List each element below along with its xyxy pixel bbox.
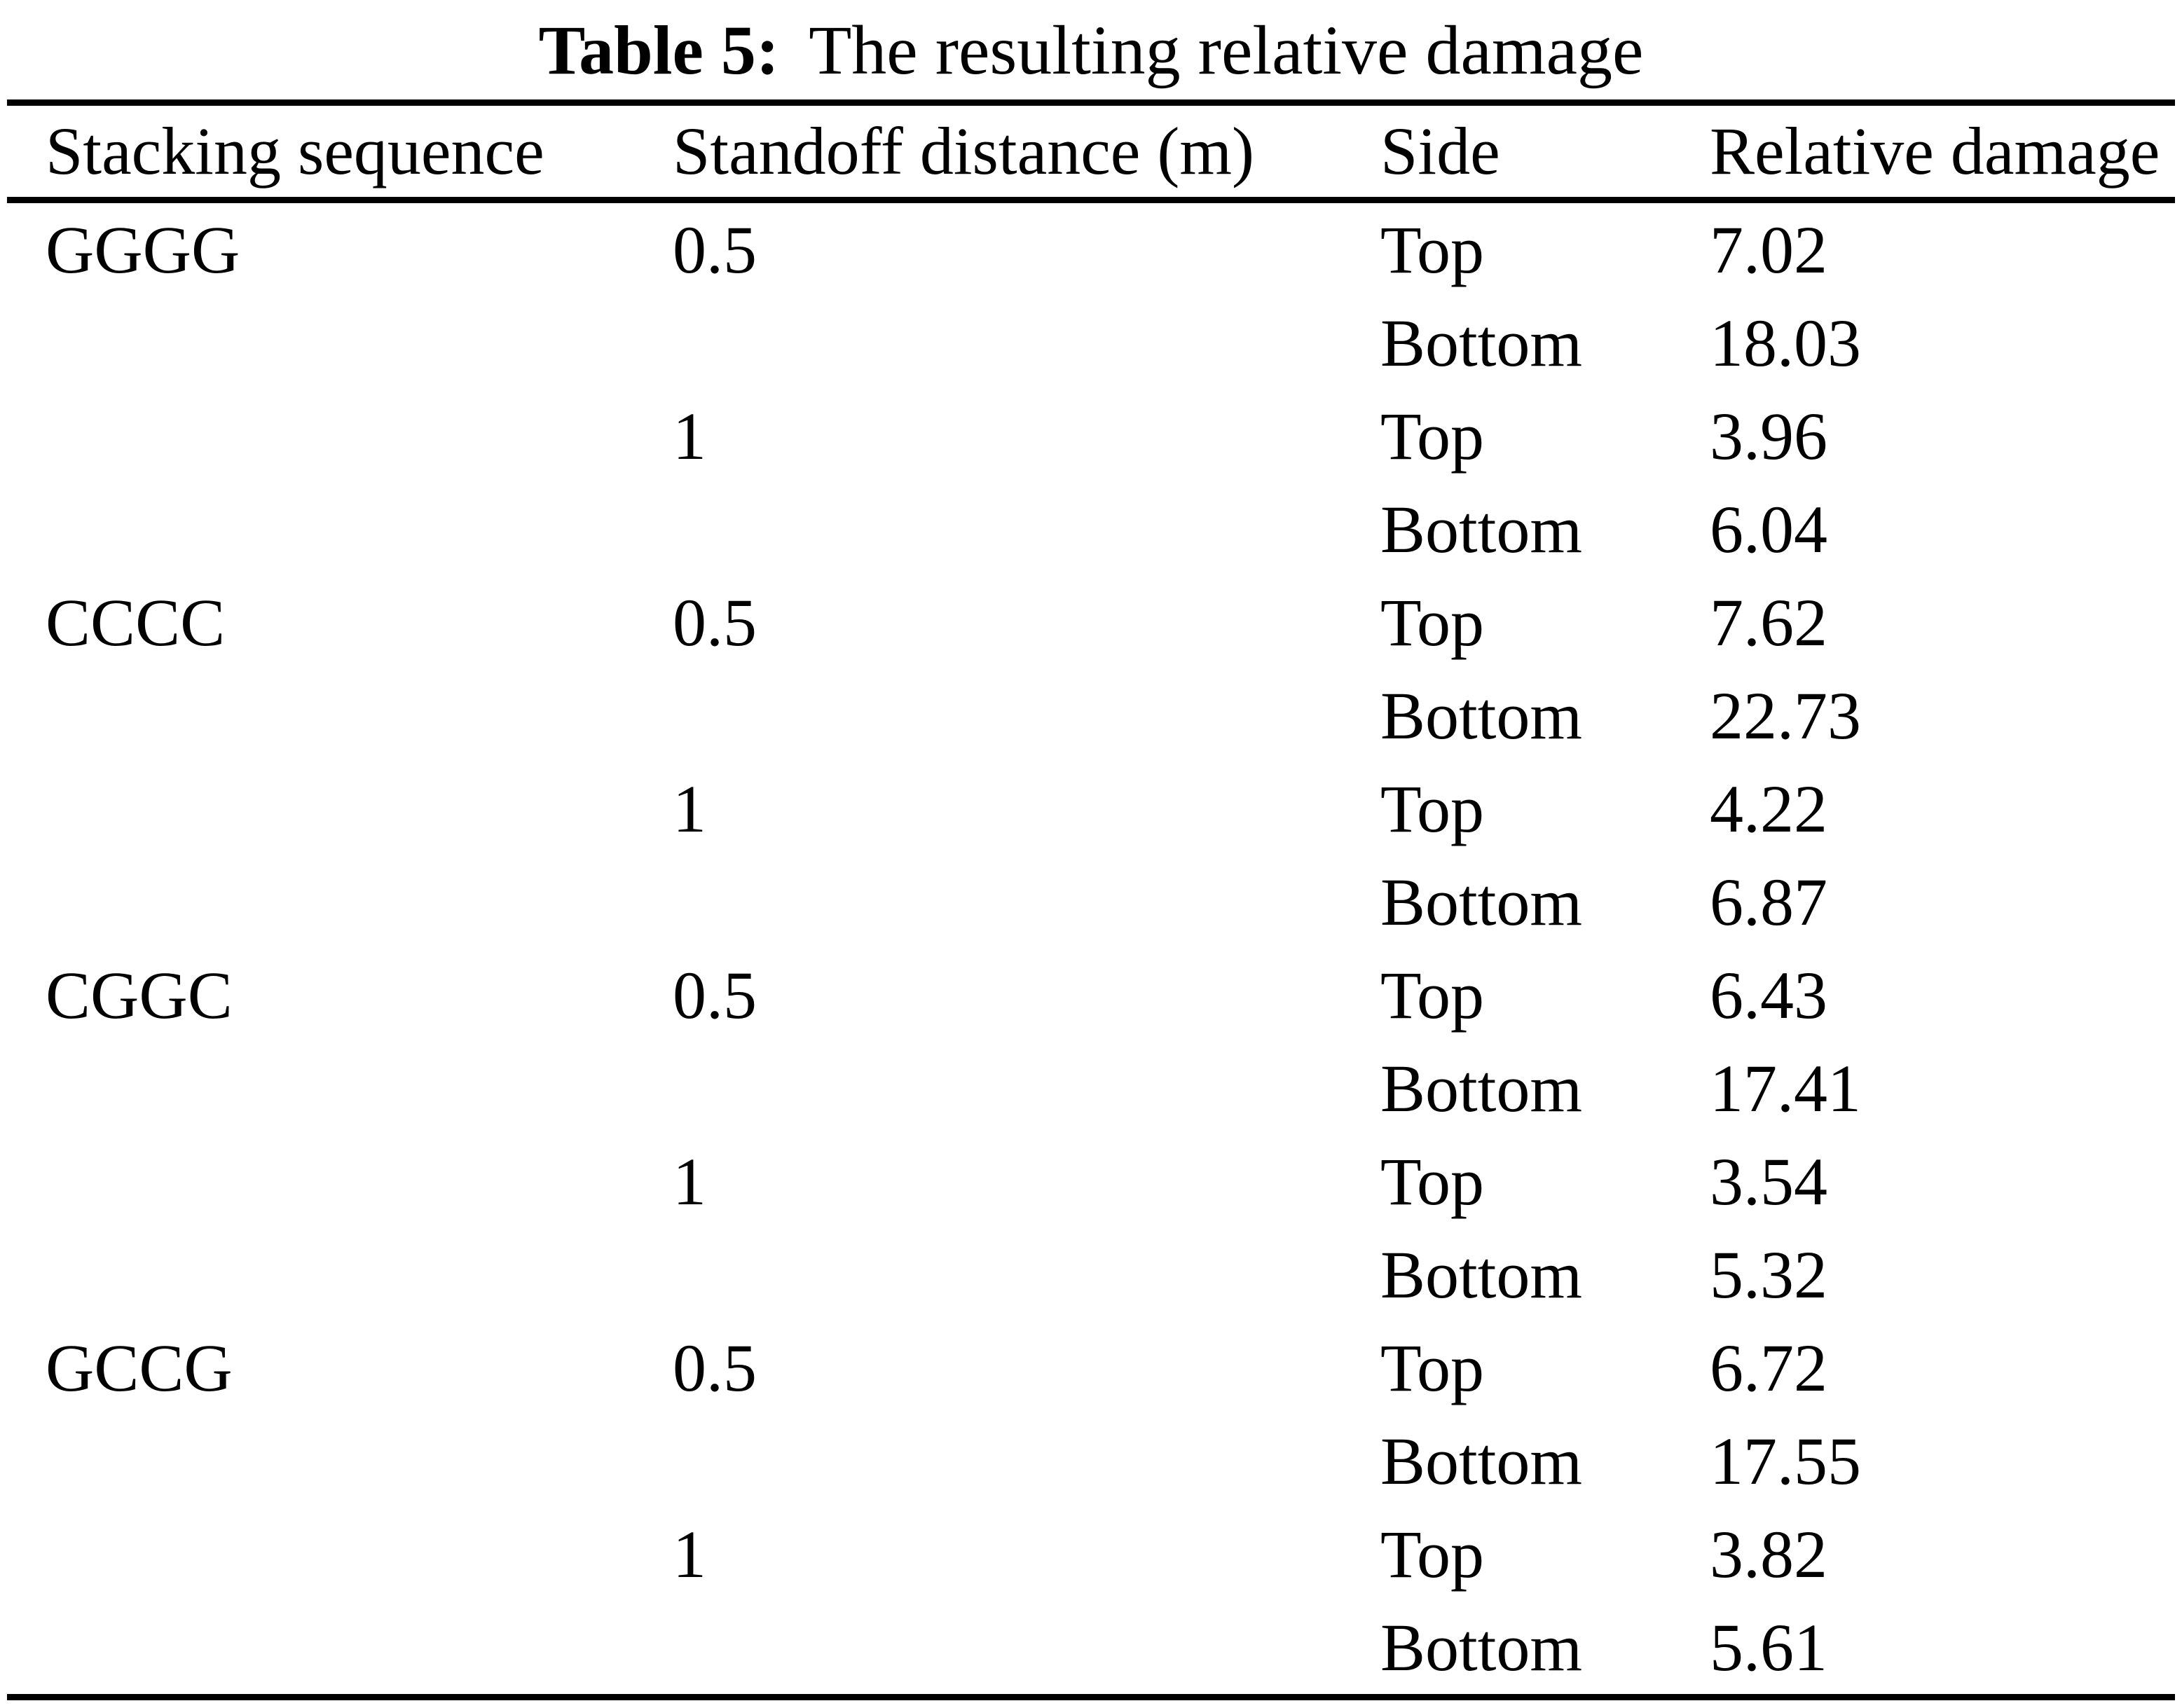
cell-damage: 17.41 [1710, 1050, 1861, 1126]
table-row: Bottom 6.04 [7, 483, 2175, 576]
table-row: Bottom 5.32 [7, 1228, 2175, 1321]
cell-stacking: GCCG [46, 1330, 233, 1405]
cell-side: Top [1380, 957, 1484, 1033]
table-row: Bottom 5.61 [7, 1601, 2175, 1694]
table-caption-label: Table 5: [538, 11, 780, 89]
cell-damage: 6.04 [1710, 491, 1827, 567]
cell-damage: 3.82 [1710, 1516, 1827, 1592]
damage-table: Stacking sequence Standoff distance (m) … [7, 99, 2175, 1700]
cell-side: Bottom [1380, 864, 1583, 939]
cell-standoff: 1 [673, 1516, 706, 1592]
cell-side: Top [1380, 398, 1484, 474]
cell-damage: 4.22 [1710, 771, 1827, 846]
cell-damage: 7.62 [1710, 584, 1827, 660]
column-header-relative-damage: Relative damage [1710, 113, 2160, 188]
table-row: 1 Top 3.54 [7, 1135, 2175, 1228]
cell-stacking: CCCC [46, 584, 226, 660]
cell-damage: 6.87 [1710, 864, 1827, 939]
cell-standoff: 1 [673, 771, 706, 846]
cell-damage: 18.03 [1710, 305, 1861, 380]
cell-standoff: 0.5 [673, 212, 757, 287]
cell-damage: 7.02 [1710, 212, 1827, 287]
table-bottom-rule [7, 1694, 2175, 1700]
column-header-side: Side [1380, 113, 1500, 188]
cell-standoff: 1 [673, 398, 706, 474]
cell-side: Top [1380, 1330, 1484, 1405]
table-row: 1 Top 3.96 [7, 390, 2175, 483]
cell-side: Top [1380, 212, 1484, 287]
cell-standoff: 0.5 [673, 584, 757, 660]
table-top-rule [7, 99, 2175, 106]
table-header-row: Stacking sequence Standoff distance (m) … [7, 106, 2175, 197]
cell-side: Top [1380, 1143, 1484, 1219]
cell-standoff: 0.5 [673, 1330, 757, 1405]
cell-stacking: CGGC [46, 957, 233, 1033]
table-row: CCCC 0.5 Top 7.62 [7, 576, 2175, 669]
cell-side: Bottom [1380, 677, 1583, 753]
cell-damage: 22.73 [1710, 677, 1861, 753]
table-row: Bottom 18.03 [7, 296, 2175, 390]
table-row: 1 Top 3.82 [7, 1508, 2175, 1601]
cell-standoff: 0.5 [673, 957, 757, 1033]
cell-damage: 17.55 [1710, 1423, 1861, 1499]
cell-side: Bottom [1380, 1050, 1583, 1126]
cell-stacking: GGGG [46, 212, 240, 287]
table-row: Bottom 22.73 [7, 669, 2175, 762]
table-body: GGGG 0.5 Top 7.02 Bottom 18.03 1 Top 3.96 Bottom 6… [7, 203, 2175, 1694]
cell-damage: 6.43 [1710, 957, 1827, 1033]
column-header-stacking-sequence: Stacking sequence [46, 113, 544, 188]
cell-side: Top [1380, 584, 1484, 660]
table-row: CGGC 0.5 Top 6.43 [7, 949, 2175, 1042]
cell-damage: 3.96 [1710, 398, 1827, 474]
cell-damage: 5.61 [1710, 1609, 1827, 1685]
cell-standoff: 1 [673, 1143, 706, 1219]
table-row: 1 Top 4.22 [7, 762, 2175, 855]
table-row: GGGG 0.5 Top 7.02 [7, 203, 2175, 296]
cell-damage: 6.72 [1710, 1330, 1827, 1405]
table-caption-text: The resulting relative damage [809, 11, 1644, 89]
table-header-rule [7, 197, 2175, 203]
table-caption: Table 5: The resulting relative damage [0, 0, 2182, 99]
cell-damage: 3.54 [1710, 1143, 1827, 1219]
cell-side: Top [1380, 1516, 1484, 1592]
cell-side: Bottom [1380, 1237, 1583, 1312]
cell-side: Top [1380, 771, 1484, 846]
cell-side: Bottom [1380, 1609, 1583, 1685]
column-header-standoff-distance: Standoff distance (m) [673, 113, 1255, 188]
cell-side: Bottom [1380, 305, 1583, 380]
cell-side: Bottom [1380, 1423, 1583, 1499]
table-row: Bottom 17.41 [7, 1042, 2175, 1135]
table-row: GCCG 0.5 Top 6.72 [7, 1321, 2175, 1414]
table-row: Bottom 17.55 [7, 1414, 2175, 1508]
table-row: Bottom 6.87 [7, 855, 2175, 949]
cell-damage: 5.32 [1710, 1237, 1827, 1312]
cell-side: Bottom [1380, 491, 1583, 567]
